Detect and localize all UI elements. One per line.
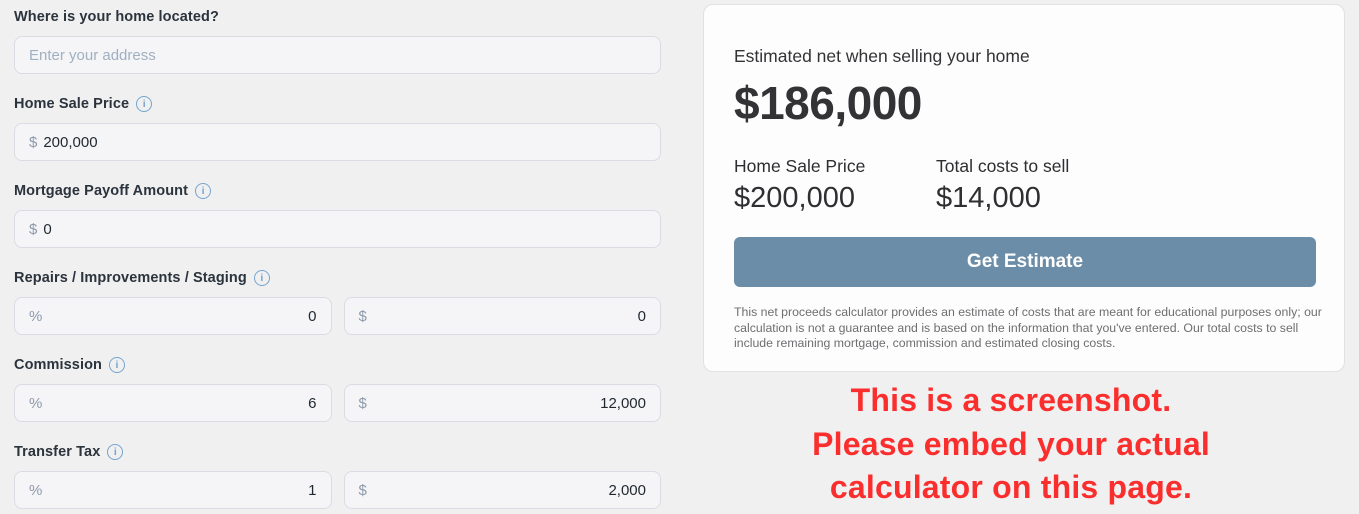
address-label: Where is your home located? <box>14 9 219 25</box>
home-sale-price-column: Home Sale Price $200,000 <box>734 156 936 215</box>
transfer-tax-percent-box: % <box>14 471 332 509</box>
disclaimer-text: This net proceeds calculator provides an… <box>734 305 1322 351</box>
dollar-prefix: $ <box>29 220 38 238</box>
mortgage-payoff-input-box: $ <box>14 210 661 248</box>
total-costs-column: Total costs to sell $14,000 <box>936 156 1069 215</box>
home-sale-price-input-box: $ <box>14 123 661 161</box>
transfer-tax-amount-box: $ <box>343 471 661 509</box>
transfer-tax-label-row: Transfer Tax i <box>14 443 661 461</box>
dollar-prefix: $ <box>358 307 367 325</box>
commission-percent-input[interactable] <box>48 394 317 412</box>
info-icon[interactable]: i <box>136 96 153 112</box>
commission-amount-input[interactable] <box>372 394 646 412</box>
summary-columns: Home Sale Price $200,000 Total costs to … <box>734 156 1314 215</box>
home-sale-price-summary-label: Home Sale Price <box>734 156 866 176</box>
mortgage-payoff-input[interactable] <box>43 220 646 238</box>
info-icon[interactable]: i <box>107 444 124 460</box>
repairs-label-row: Repairs / Improvements / Staging i <box>14 269 661 287</box>
commission-label: Commission <box>14 357 103 373</box>
commission-label-row: Commission i <box>14 356 661 374</box>
commission-input-row: % $ <box>14 384 661 422</box>
screenshot-warning-line: calculator on this page. <box>829 469 1193 506</box>
transfer-tax-input-row: % $ <box>14 471 661 509</box>
repairs-amount-input[interactable] <box>372 307 646 325</box>
percent-prefix: % <box>29 307 43 325</box>
transfer-tax-amount-input[interactable] <box>372 481 646 499</box>
repairs-amount-box: $ <box>343 297 661 335</box>
commission-amount-box: $ <box>343 384 661 422</box>
screenshot-warning-note: This is a screenshot. Please embed your … <box>690 379 1332 510</box>
home-sale-price-input[interactable] <box>43 133 646 151</box>
dollar-prefix: $ <box>358 394 367 412</box>
total-costs-value: $14,000 <box>936 182 1041 214</box>
percent-prefix: % <box>29 394 43 412</box>
home-sale-price-label-row: Home Sale Price i <box>14 95 661 113</box>
address-input-box <box>14 36 661 74</box>
info-icon[interactable]: i <box>195 183 212 199</box>
address-label-row: Where is your home located? <box>14 8 661 26</box>
info-icon[interactable]: i <box>253 270 270 286</box>
estimate-summary-card: Estimated net when selling your home $18… <box>703 4 1345 372</box>
calculator-form: Where is your home located? Home Sale Pr… <box>14 8 661 514</box>
repairs-label: Repairs / Improvements / Staging <box>14 270 247 286</box>
get-estimate-button[interactable]: Get Estimate <box>734 237 1316 287</box>
info-icon[interactable]: i <box>109 357 126 373</box>
mortgage-payoff-label-row: Mortgage Payoff Amount i <box>14 182 661 200</box>
net-proceeds-amount: $186,000 <box>734 77 922 129</box>
repairs-percent-input[interactable] <box>48 307 317 325</box>
dollar-prefix: $ <box>358 481 367 499</box>
repairs-input-row: % $ <box>14 297 661 335</box>
dollar-prefix: $ <box>29 133 38 151</box>
total-costs-label: Total costs to sell <box>936 156 1070 176</box>
transfer-tax-percent-input[interactable] <box>48 481 317 499</box>
transfer-tax-label: Transfer Tax <box>14 444 101 460</box>
screenshot-warning-line: This is a screenshot. <box>850 382 1172 418</box>
percent-prefix: % <box>29 481 43 499</box>
home-sale-price-label: Home Sale Price <box>14 96 130 112</box>
address-input[interactable] <box>29 46 646 64</box>
mortgage-payoff-label: Mortgage Payoff Amount <box>14 183 189 199</box>
summary-title: Estimated net when selling your home <box>734 46 1030 66</box>
commission-percent-box: % <box>14 384 332 422</box>
repairs-percent-box: % <box>14 297 332 335</box>
screenshot-warning-line: Please embed your actual <box>812 425 1210 462</box>
home-sale-price-summary-value: $200,000 <box>734 182 855 214</box>
